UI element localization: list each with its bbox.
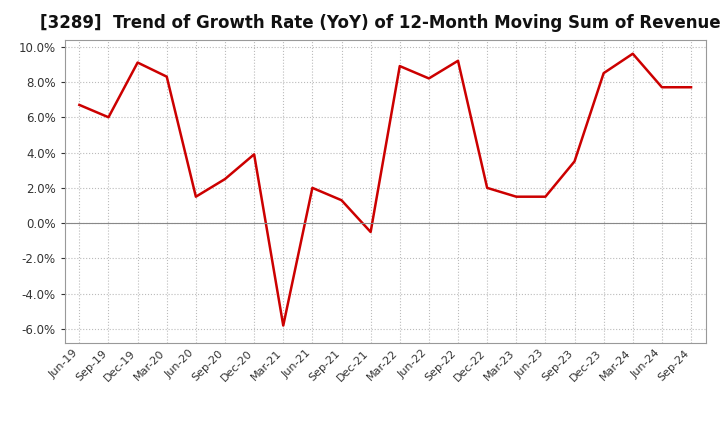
Title: [3289]  Trend of Growth Rate (YoY) of 12-Month Moving Sum of Revenues: [3289] Trend of Growth Rate (YoY) of 12-… xyxy=(40,15,720,33)
